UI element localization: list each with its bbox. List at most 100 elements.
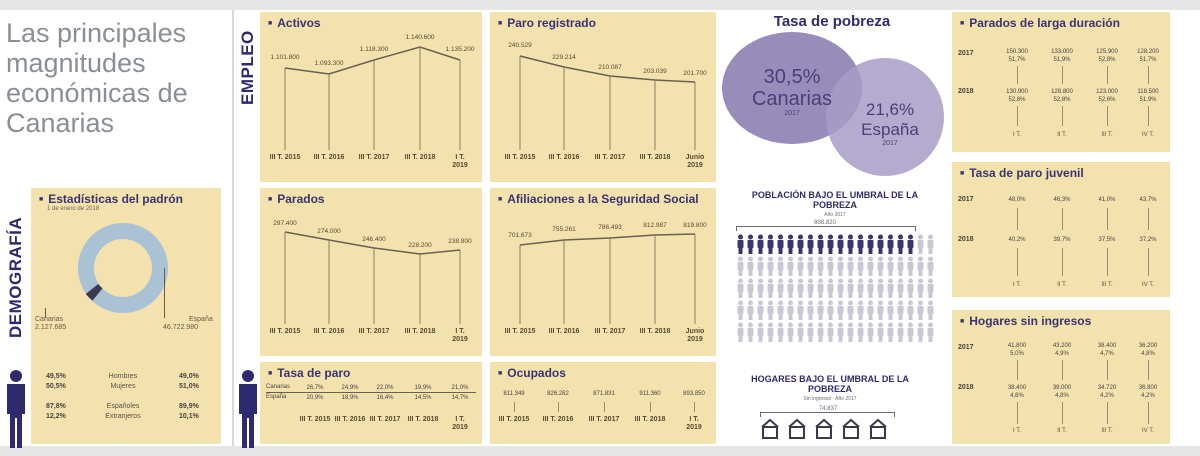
x-tick: III T. 2018 (634, 416, 666, 423)
espana-leader-line (164, 268, 165, 318)
espana-label: España (189, 316, 213, 323)
parados-line-chart (284, 231, 461, 324)
stat-extranjeros-canarias: 12,2% (46, 413, 66, 420)
row-label-2018: 2018 (958, 236, 974, 243)
data-label: 210.087 (598, 64, 622, 71)
table-cell: 43.200 (1052, 343, 1072, 349)
stat-mujeres-canarias: 50,5% (46, 383, 66, 390)
table-cell: 38.400 (1007, 385, 1027, 391)
tick-line (1017, 360, 1018, 380)
stat-hombres-label: Hombres (108, 373, 138, 380)
hogares-sin-ingresos-panel: Hogares sin ingresos 2017 2018 41.800 43… (952, 310, 1170, 444)
tick-line (1148, 360, 1149, 380)
tick-line (1107, 106, 1108, 126)
tick-line (1062, 402, 1063, 424)
paro-registrado-line-chart (519, 55, 696, 150)
data-label: 1.118.300 (359, 46, 389, 53)
canarias-value: 2.127.685 (35, 324, 67, 331)
espana-label: España (861, 120, 919, 139)
table-cell: 811.349 (503, 391, 525, 397)
stat-mujeres-espana: 51,0% (179, 383, 199, 390)
tick-line (1107, 66, 1108, 84)
row-label-2017: 2017 (958, 344, 974, 351)
tick-line (1017, 106, 1018, 126)
table-cell: 133.000 (1051, 49, 1073, 55)
parados-chart-panel: Parados 297.400 274.000 246.400 228.200 … (260, 188, 482, 356)
tick-line (650, 402, 651, 412)
table-cell: 34.720 (1097, 385, 1117, 391)
stat-espanoles-canarias: 87,8% (46, 403, 66, 410)
x-tick: III T. 2018 (404, 154, 436, 161)
x-tick: III T. 2017 (358, 154, 390, 161)
table-cell: 893.850 (683, 391, 705, 397)
canarias-label: Canarias (751, 88, 833, 110)
table-cell: 128.200 (1137, 49, 1159, 55)
x-tick: III T. 2016 (313, 154, 345, 161)
x-tick: III T. 2016 (334, 416, 366, 423)
tick-line (1107, 402, 1108, 424)
x-tick: III T. 2018 (407, 416, 439, 423)
x-tick: III T. 2017 (588, 416, 620, 423)
x-tick: III T. (1101, 282, 1113, 288)
data-label: 819.800 (683, 222, 707, 229)
padron-title: Estadísticas del padrón (39, 192, 183, 206)
data-label: 1.140.600 (405, 34, 435, 41)
padron-panel: Estadísticas del padrón 1 de enero de 20… (31, 188, 221, 444)
ocupados-panel: Ocupados 811.349 826.282 871.831 911.360… (490, 362, 716, 444)
paro-juvenil-title: Tasa de paro juvenil (960, 166, 1083, 180)
tick-line (1148, 402, 1149, 424)
x-tick: IV T. (1142, 282, 1154, 288)
x-tick: III T. 2018 (404, 328, 436, 335)
table-cell: 14,7% (451, 395, 469, 401)
tick-line (1107, 208, 1108, 230)
x-tick: II T. (1057, 428, 1067, 434)
table-cell: 871.831 (593, 391, 615, 397)
tick-line (1148, 66, 1149, 84)
table-cell: 130.900 (1006, 89, 1028, 95)
row-label-2018: 2018 (958, 384, 974, 391)
table-cell: 36.800 (1138, 385, 1158, 391)
espana-rate: 21,6% (865, 100, 915, 119)
table-cell: 39,7% (1053, 237, 1071, 243)
section-label-demografia: DEMOGRAFÍA (6, 216, 25, 338)
x-tick: III T. 2015 (269, 328, 301, 335)
poblacion-value: 638.820 (805, 220, 845, 226)
x-tick: III T. 2015 (498, 416, 530, 423)
row-label-espana: España (266, 394, 287, 400)
table-cell: 4,6% (1010, 393, 1024, 399)
x-tick: I T. (1013, 132, 1021, 138)
espana-bubble (826, 58, 944, 176)
tick-line (604, 402, 605, 412)
poblacion-subtitle: Año 2017 (824, 212, 846, 218)
table-cell: 41.800 (1007, 343, 1027, 349)
paro-registrado-title: Paro registrado (498, 16, 596, 30)
table-cell: 21,0% (451, 385, 469, 391)
table-cell: 4,8% (1141, 351, 1155, 357)
padron-donut-chart (78, 223, 168, 313)
tick-line (1062, 66, 1063, 84)
x-tick: III T. 2015 (269, 154, 301, 161)
table-cell: 24,9% (341, 385, 359, 391)
stat-mujeres-label: Mujeres (110, 383, 136, 390)
table-cell: 911.360 (639, 391, 661, 397)
tick-line (1017, 66, 1018, 84)
ocupados-title: Ocupados (498, 366, 566, 380)
section-divider (232, 10, 234, 446)
x-tick: III T. 2016 (542, 416, 574, 423)
x-tick: II T. (1057, 132, 1067, 138)
row-separator (266, 392, 476, 393)
data-label: 1.135.200 (445, 46, 475, 53)
people-pictogram (737, 234, 934, 342)
x-tick: Junio 2019 (685, 154, 705, 169)
poblacion-pobreza-title: POBLACIÓN BAJO EL UMBRAL DE LA POBREZA (751, 190, 919, 210)
stat-extranjeros-espana: 10,1% (179, 413, 199, 420)
table-cell: 125.900 (1096, 49, 1118, 55)
canarias-label: Canarias (35, 316, 64, 323)
x-tick: III T. 2015 (299, 416, 331, 423)
table-cell: 36.200 (1138, 343, 1158, 349)
stat-espanoles-label: Españoles (106, 403, 140, 410)
data-label: 274.000 (317, 228, 341, 235)
table-cell: 18,9% (341, 395, 359, 401)
table-cell: 37,2% (1139, 237, 1157, 243)
table-cell: 128.800 (1051, 89, 1073, 95)
